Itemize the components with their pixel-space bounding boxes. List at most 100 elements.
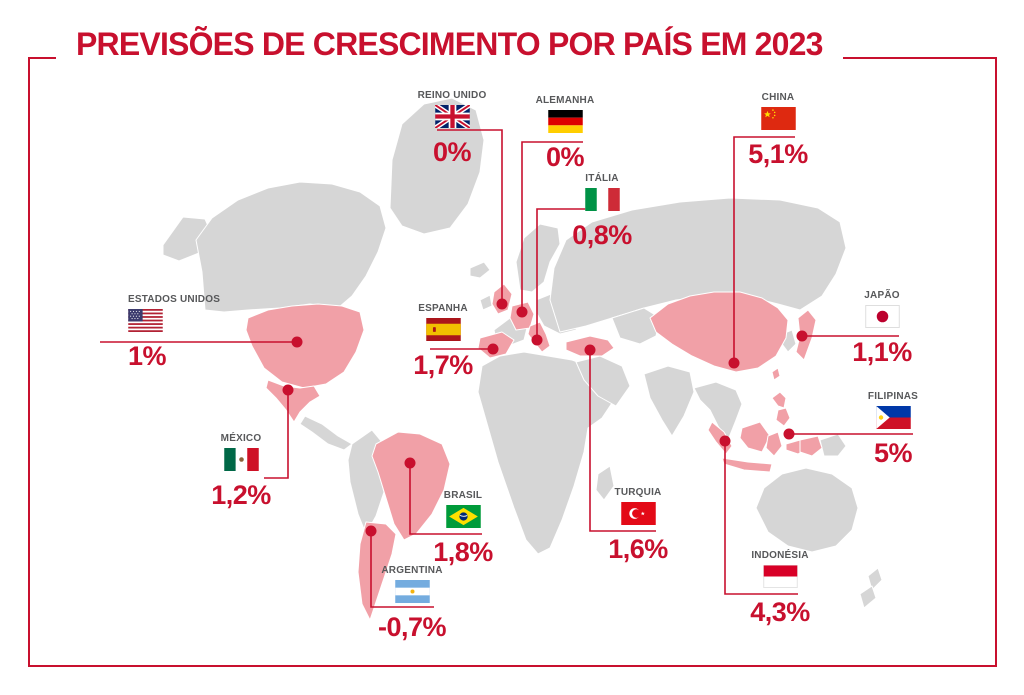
map-dot-mexico — [282, 384, 294, 396]
country-growth-value: 1,6% — [608, 534, 668, 564]
country-growth-value: 1,7% — [413, 350, 473, 380]
map-region-borneo — [739, 421, 771, 453]
map-dot-philippines — [783, 428, 795, 440]
leader-line-indonesia — [724, 443, 798, 595]
map-landmass-central-america — [299, 415, 353, 451]
country-growth-value: -0,7% — [377, 612, 447, 642]
country-growth-value: 0,8% — [572, 220, 632, 250]
espanha-flag-icon — [425, 318, 461, 341]
map-dots — [282, 298, 808, 537]
country-growth-value: 0% — [432, 137, 472, 167]
callout-filipinas: FILIPINAS 5% — [848, 391, 938, 469]
callout-espanha: ESPANHA 1,7% — [398, 303, 488, 381]
map-landmass-madagascar — [595, 465, 615, 501]
china-flag-icon — [760, 107, 796, 130]
map-dot-indonesia — [719, 435, 731, 447]
map-dot-japan — [796, 330, 808, 342]
callout-estados-unidos: ESTADOS UNIDOS 1% — [128, 294, 221, 372]
country-name: JAPÃO — [864, 290, 900, 301]
map-landmass-africa — [477, 351, 615, 555]
map-landmass-australia — [755, 467, 859, 553]
argentina-flag-icon — [394, 580, 430, 603]
country-name: ARGENTINA — [381, 565, 443, 576]
country-growth-value: 1,1% — [852, 337, 912, 367]
callout-brasil: BRASIL 1,8% — [418, 490, 508, 568]
map-dot-germany — [516, 306, 528, 318]
usa-flag-icon — [128, 309, 163, 332]
country-name: CHINA — [761, 92, 795, 103]
mexico-flag-icon — [223, 448, 259, 471]
map-region-philippines-north — [771, 391, 787, 409]
map-dot-usa — [291, 336, 303, 348]
map-landmass-scandinavia — [515, 223, 561, 293]
japao-flag-icon — [864, 305, 900, 328]
country-growth-value: 1,8% — [433, 537, 493, 567]
map-region-west-papua — [799, 435, 823, 457]
callout-reino-unido: REINO UNIDO 0% — [407, 90, 497, 168]
country-name: INDONÉSIA — [751, 550, 809, 561]
map-dot-argentina — [365, 525, 377, 537]
country-name: ESPANHA — [418, 303, 468, 314]
callout-mexico: MÉXICO 1,2% — [196, 433, 286, 511]
leader-line-uk — [437, 129, 503, 302]
map-landmass-indochina — [693, 381, 743, 441]
leader-line-turkey — [589, 352, 656, 532]
country-name: REINO UNIDO — [417, 90, 487, 101]
country-name: FILIPINAS — [867, 391, 919, 402]
country-name: ESTADOS UNIDOS — [128, 294, 221, 305]
map-region-java — [721, 457, 773, 473]
map-dot-turkey — [584, 344, 596, 356]
filipinas-flag-icon — [875, 406, 911, 429]
brasil-flag-icon — [445, 505, 481, 528]
map-landmass-russia — [549, 197, 847, 333]
leader-line-china — [733, 136, 795, 361]
map-region-mexico — [265, 379, 321, 423]
map-dot-china — [728, 357, 740, 369]
leader-line-germany — [521, 141, 583, 310]
leader-lines — [100, 129, 913, 608]
country-growth-value: 0% — [545, 142, 585, 172]
map-landmass-iceland — [469, 261, 491, 279]
map-region-argentina — [357, 521, 397, 621]
map-region-brazil — [371, 431, 451, 541]
country-name: ITÁLIA — [585, 173, 619, 184]
map-landmass-new-guinea-east — [819, 433, 847, 457]
alemanha-flag-icon — [547, 110, 583, 133]
country-name: BRASIL — [443, 490, 483, 501]
map-landmass-ireland — [479, 294, 493, 311]
map-dot-spain — [487, 343, 499, 355]
country-growth-value: 1% — [128, 341, 167, 371]
map-landmass-new-zealand-south — [859, 585, 877, 609]
leader-line-brazil — [409, 465, 482, 535]
callout-argentina: ARGENTINA -0,7% — [367, 565, 457, 643]
country-growth-value: 1,2% — [211, 480, 271, 510]
map-landmass-central-asia — [611, 307, 661, 345]
country-name: TURQUIA — [614, 487, 662, 498]
map-dot-brazil — [404, 457, 416, 469]
map-landmass-india — [643, 365, 695, 437]
callout-indonesia: INDONÉSIA 4,3% — [735, 550, 825, 628]
uk-flag-icon — [434, 105, 470, 128]
map-landmass-greenland — [389, 97, 485, 235]
map-region-usa — [245, 303, 365, 389]
leader-line-argentina — [370, 533, 434, 608]
map-landmass-new-zealand-north — [867, 567, 883, 591]
map-region-sulawesi — [765, 431, 783, 457]
country-growth-value: 5% — [873, 438, 913, 468]
leader-line-mexico — [264, 392, 289, 479]
map-landmass-canada — [195, 181, 387, 313]
map-region-philippines-south — [775, 407, 791, 427]
country-name: ALEMANHA — [535, 95, 595, 106]
map-region-taiwan — [771, 367, 781, 381]
page-title: PREVISÕES DE CRESCIMENTO POR PAÍS EM 202… — [56, 22, 843, 77]
map-dot-uk — [496, 298, 508, 310]
callout-italia: ITÁLIA 0,8% — [557, 173, 647, 251]
callout-alemanha: ALEMANHA 0% — [520, 95, 610, 173]
country-growth-value: 4,3% — [750, 597, 810, 627]
callout-china: CHINA 5,1% — [733, 92, 823, 170]
map-dot-italy — [531, 334, 543, 346]
indonesia-flag-icon — [762, 565, 798, 588]
callout-japao: JAPÃO 1,1% — [837, 290, 927, 368]
country-name: MÉXICO — [220, 433, 262, 444]
